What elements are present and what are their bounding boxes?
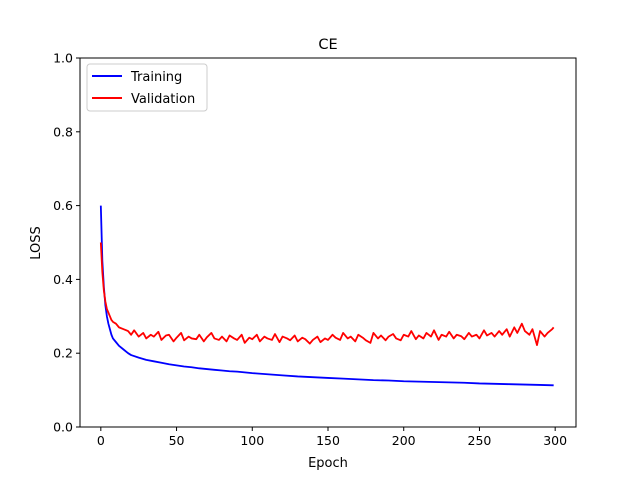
legend: Training Validation: [86, 63, 208, 112]
y-tick-label: 0.8: [53, 124, 73, 139]
series-line-validation: [99, 242, 555, 346]
y-tick-label: 0.6: [53, 198, 73, 213]
legend-label-training: Training: [130, 70, 182, 85]
y-tick-label: 0.4: [53, 272, 73, 287]
x-axis-label: Epoch: [308, 456, 348, 471]
legend-label-validation: Validation: [131, 92, 195, 107]
y-tick-label: 0.2: [53, 346, 73, 361]
x-tick-label: 100: [240, 433, 264, 448]
axes-frame: [79, 57, 577, 428]
x-tick-label: 250: [468, 433, 492, 448]
plot-lines: [99, 205, 555, 387]
y-tick-label: 0.0: [53, 420, 73, 435]
x-tick-label: 50: [169, 433, 185, 448]
y-tick-label: 1.0: [53, 51, 73, 66]
y-axis-ticks: 0.0 0.2 0.4 0.6 0.8 1.0: [53, 51, 80, 435]
x-tick-label: 200: [392, 433, 416, 448]
y-axis-label: LOSS: [29, 226, 44, 260]
x-axis-ticks: 0 50 100 150 200 250 300: [97, 427, 567, 448]
x-tick-label: 300: [543, 433, 567, 448]
series-line-training: [99, 205, 554, 387]
chart-title: CE: [318, 37, 337, 53]
x-tick-label: 0: [97, 433, 105, 448]
x-tick-label: 150: [316, 433, 340, 448]
